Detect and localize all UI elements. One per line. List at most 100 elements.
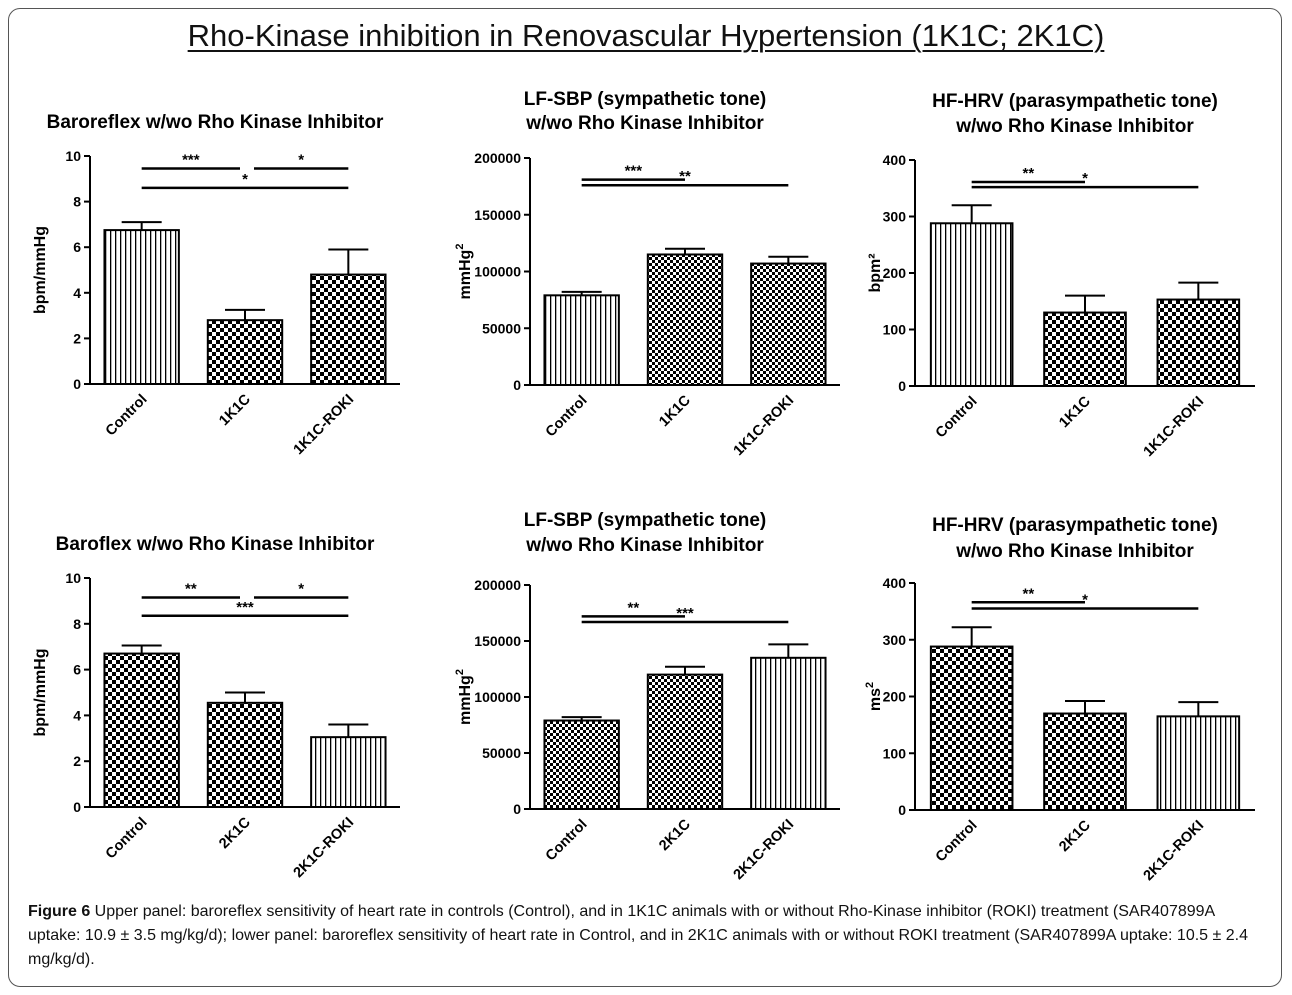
y-tick-label: 4	[73, 285, 81, 301]
bar-control	[929, 645, 1014, 811]
bar-control	[929, 222, 1014, 387]
bar-1k1c-roki	[1156, 298, 1241, 387]
y-tick-label: 0	[513, 377, 521, 393]
chart-title: Baroreflex w/wo Rho Kinase Inhibitor	[47, 112, 384, 133]
page-title: Rho-Kinase inhibition in Renovascular Hy…	[187, 18, 1105, 53]
bar-2k1c	[1043, 712, 1127, 811]
bar-2k1c	[646, 673, 724, 810]
y-axis-label-superscript: 2	[454, 244, 466, 250]
caption-text: Upper panel: baroreflex sensitivity of h…	[28, 903, 1248, 968]
figure-caption: Figure 6 Upper panel: baroreflex sensiti…	[28, 900, 1268, 972]
category-label: 1K1C-ROKI	[731, 393, 798, 460]
y-axis-label-text: mmHg	[457, 675, 474, 725]
chart-lf-sbp-2k1c: LF-SBP (sympathetic tone) w/wo Rho Kinase…	[454, 510, 840, 884]
bar-1k1c	[646, 253, 724, 386]
y-axis-label-text: mmHg	[457, 250, 474, 300]
chart-lf-sbp-1k1c: LF-SBP (sympathetic tone) w/wo Rho Kinase…	[454, 89, 840, 460]
category-label: 2K1C	[1056, 817, 1094, 855]
chart-title: LF-SBP (sympathetic tone)	[524, 89, 766, 110]
significance-label: **	[185, 580, 197, 597]
y-tick-label: 10	[65, 570, 81, 586]
category-label: 1K1C	[656, 392, 694, 430]
y-tick-label: 2	[73, 753, 81, 769]
bar-2k1c-roki	[750, 656, 827, 810]
y-axis-label: bpm²	[867, 253, 884, 292]
bar-1k1c-roki	[750, 262, 827, 386]
y-tick-label: 200000	[474, 577, 521, 593]
bar-control	[103, 229, 180, 385]
y-tick-label: 200	[883, 265, 907, 281]
y-tick-label: 6	[73, 662, 81, 678]
category-label: 2K1C-ROKI	[1141, 818, 1208, 885]
y-tick-label: 50000	[482, 320, 521, 336]
significance-label: ***	[625, 163, 643, 180]
category-label: Control	[543, 817, 591, 865]
y-axis-label-text: ms	[867, 688, 884, 711]
caption-label: Figure 6	[28, 903, 91, 920]
y-axis-label: bpm/mmHg	[32, 226, 49, 314]
bar-control	[103, 652, 180, 808]
y-tick-label: 300	[883, 632, 907, 648]
significance-label: ***	[182, 152, 200, 169]
significance-label: ***	[236, 599, 254, 616]
y-tick-label: 8	[73, 616, 81, 632]
chart-title: LF-SBP (sympathetic tone)	[524, 510, 766, 531]
y-tick-label: 0	[513, 801, 521, 817]
y-tick-label: 8	[73, 194, 81, 210]
category-label: 1K1C-ROKI	[1141, 394, 1208, 461]
y-tick-label: 0	[73, 799, 81, 815]
bar-1k1c	[1043, 311, 1127, 387]
chart-title: w/wo Rho Kinase Inhibitor	[525, 113, 764, 134]
significance-label: ***	[676, 605, 694, 622]
y-tick-label: 300	[883, 209, 907, 225]
y-tick-label: 100	[883, 322, 907, 338]
y-tick-label: 0	[898, 802, 906, 818]
significance-label: *	[242, 171, 248, 188]
y-tick-label: 50000	[482, 745, 521, 761]
category-label: 2K1C-ROKI	[731, 817, 798, 884]
significance-label: **	[679, 168, 691, 185]
category-label: Control	[103, 392, 151, 440]
chart-title: w/wo Rho Kinase Inhibitor	[955, 541, 1194, 562]
y-tick-label: 100	[883, 745, 907, 761]
bar-control	[543, 719, 620, 811]
significance-label: **	[627, 599, 639, 616]
category-label: 1K1C	[1056, 393, 1094, 431]
y-tick-label: 0	[73, 376, 81, 392]
category-label: Control	[103, 815, 151, 863]
y-axis-label: mmHg2	[454, 669, 474, 725]
y-tick-label: 200	[883, 689, 907, 705]
chart-title: w/wo Rho Kinase Inhibitor	[525, 535, 764, 556]
chart-baroreflex-1k1c: Baroreflex w/wo Rho Kinase Inhibitor 0 2 4 6…	[32, 112, 400, 458]
category-label: Control	[543, 393, 591, 441]
y-tick-label: 2	[73, 330, 81, 346]
y-tick-label: 150000	[474, 207, 521, 223]
y-tick-label: 150000	[474, 633, 521, 649]
chart-title: HF-HRV (parasympathetic tone)	[932, 91, 1218, 112]
chart-hf-hrv-1k1c: HF-HRV (parasympathetic tone) w/wo Rho Ki…	[867, 91, 1255, 461]
bar-2k1c	[206, 701, 284, 808]
significance-label: *	[298, 580, 304, 597]
category-label: 2K1C-ROKI	[291, 815, 358, 882]
y-axis-label: bpm/mmHg	[32, 649, 49, 737]
category-label: 2K1C	[216, 814, 254, 852]
y-tick-label: 4	[73, 707, 81, 723]
chart-title: Baroflex w/wo Rho Kinase Inhibitor	[56, 534, 375, 555]
y-axis-label-text: bpm/mmHg	[32, 649, 49, 737]
category-label: Control	[933, 394, 981, 442]
bar-1k1c-roki	[310, 273, 387, 385]
y-axis-label-text: bpm²	[867, 253, 884, 292]
y-tick-label: 0	[898, 378, 906, 394]
chart-title: HF-HRV (parasympathetic tone)	[932, 515, 1218, 536]
y-tick-label: 400	[883, 152, 907, 168]
significance-label: *	[1082, 170, 1088, 187]
significance-label: **	[1022, 585, 1034, 602]
y-axis-label-superscript: 2	[864, 682, 876, 688]
y-tick-label: 100000	[474, 689, 521, 705]
bar-2k1c-roki	[1156, 715, 1241, 811]
chart-hf-hrv-2k1c: HF-HRV (parasympathetic tone) w/wo Rho Ki…	[864, 515, 1255, 885]
category-label: 2K1C	[656, 816, 694, 854]
bar-2k1c-roki	[310, 736, 387, 808]
significance-label: *	[1082, 592, 1088, 609]
